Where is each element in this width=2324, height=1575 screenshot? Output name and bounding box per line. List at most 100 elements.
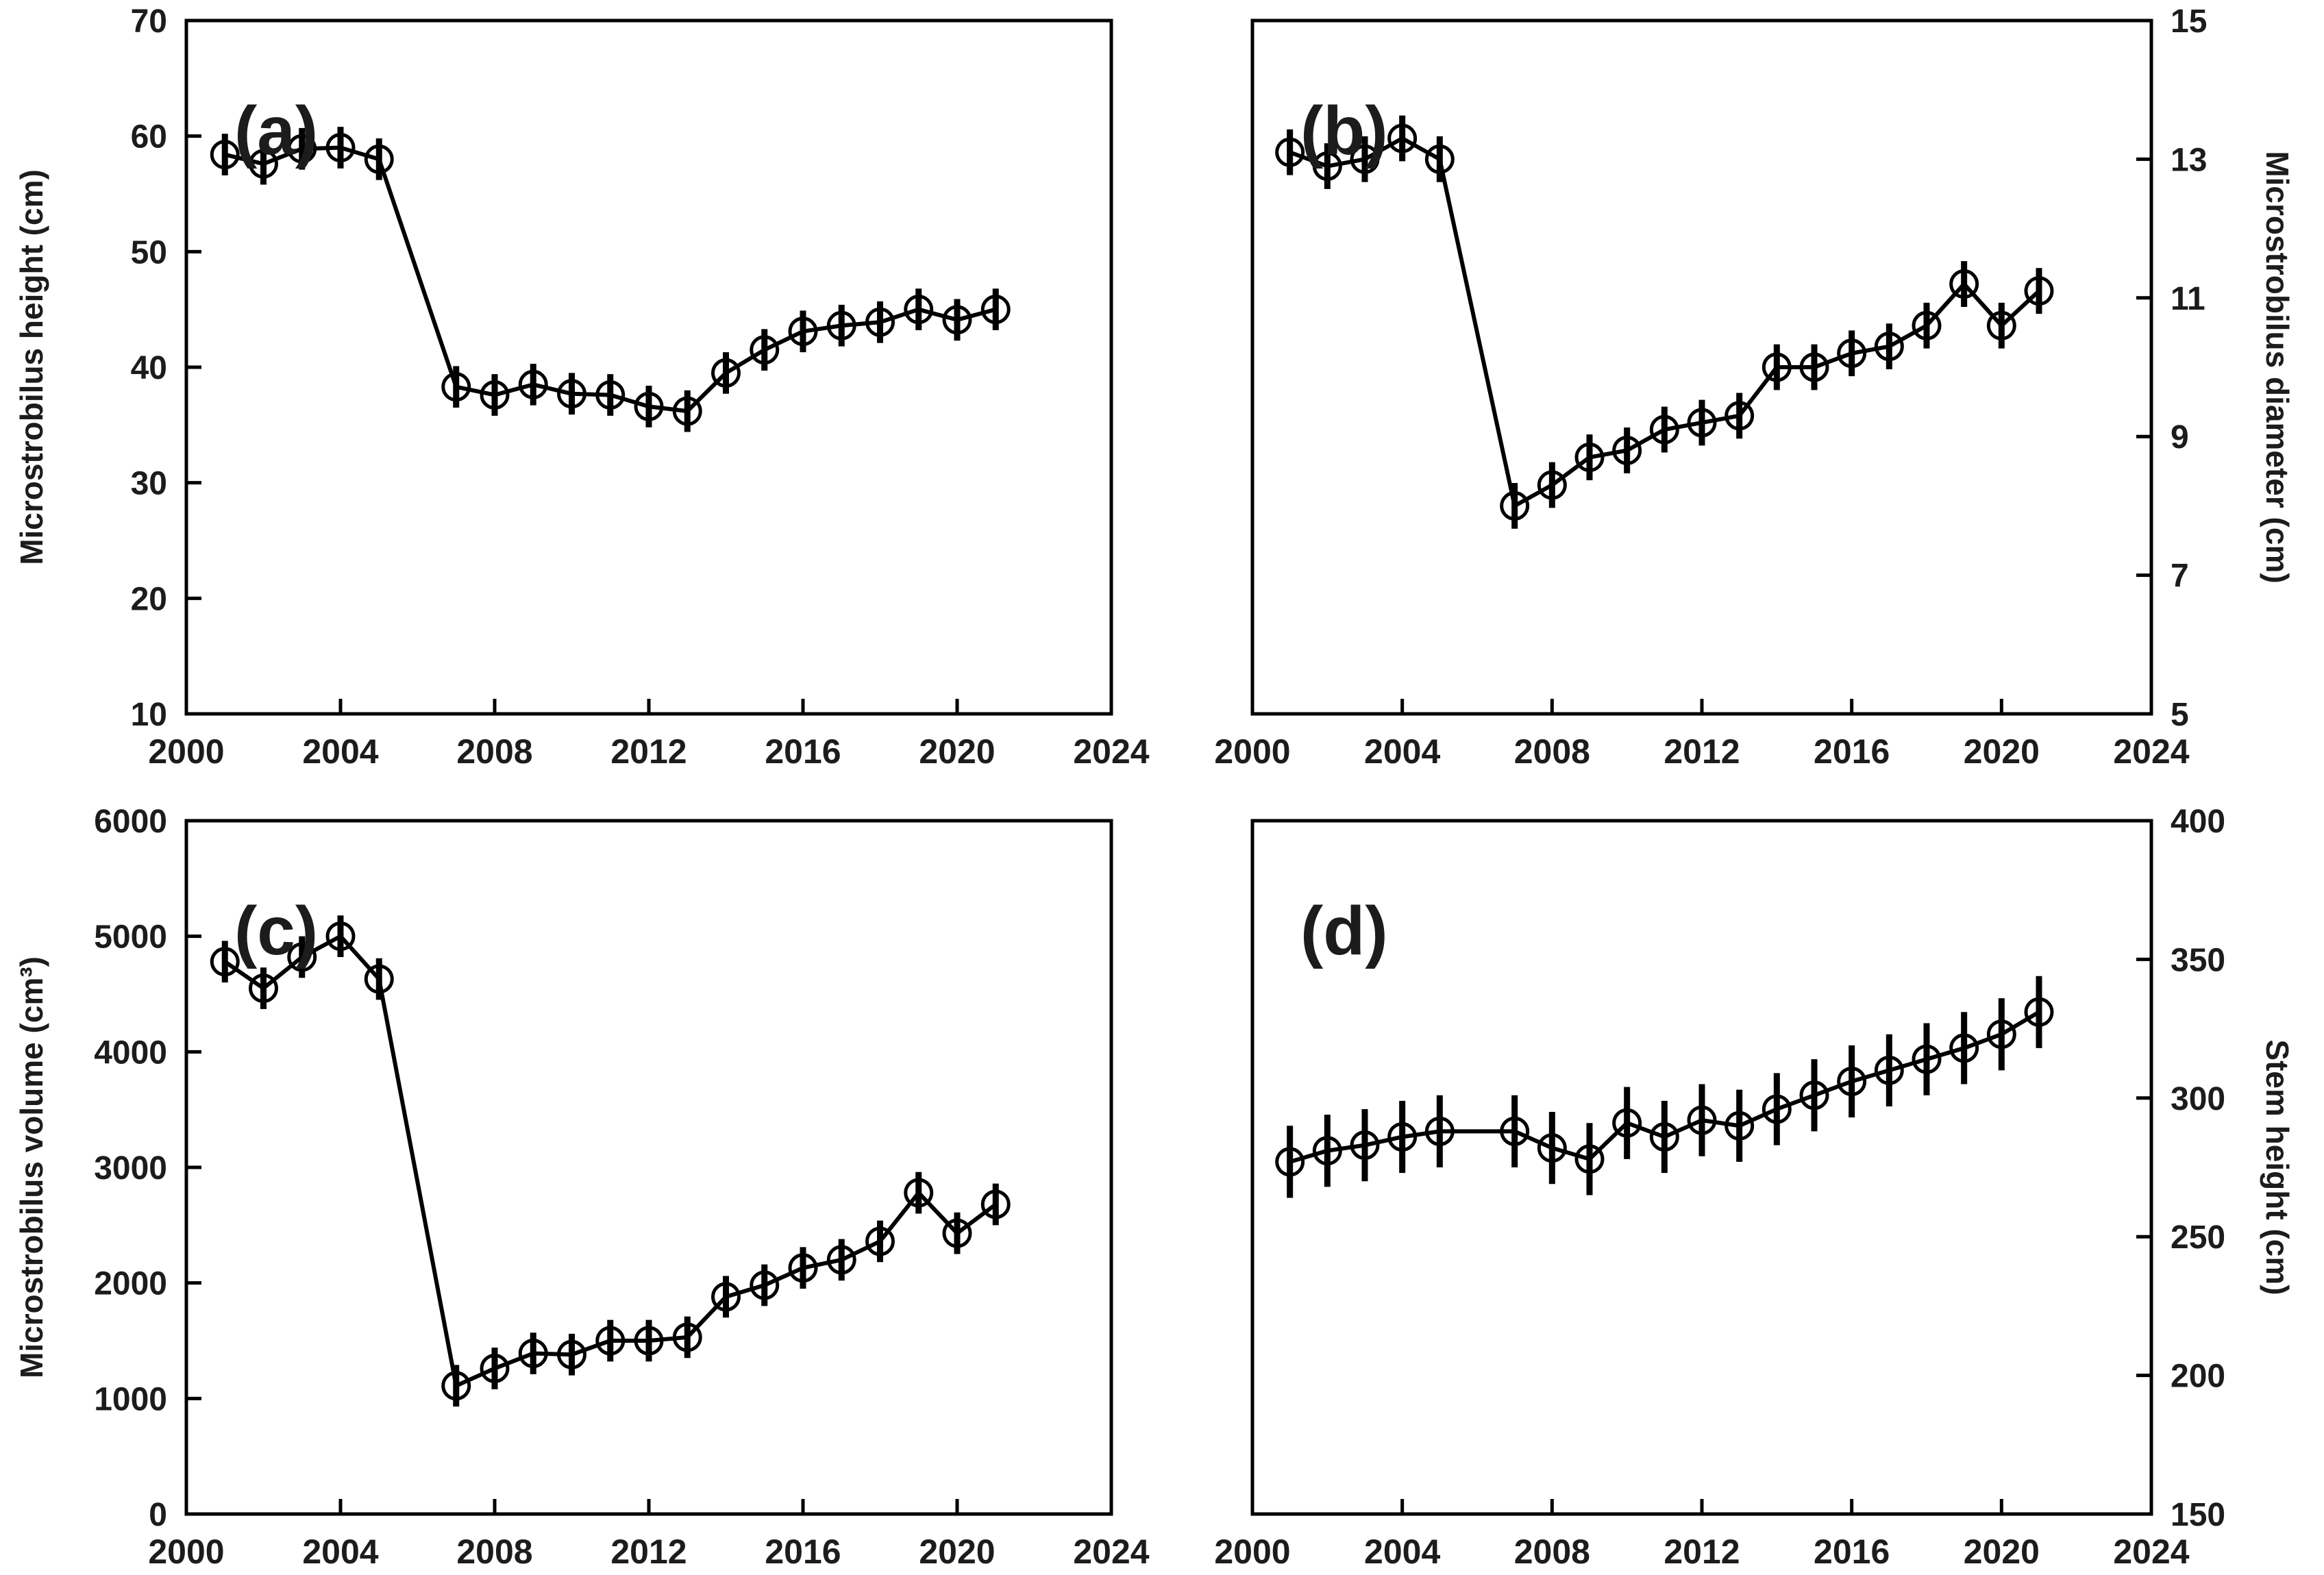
x-tick-label: 2004 [302,732,378,771]
data-point [441,372,471,402]
data-point [1612,435,1642,465]
y-tick-label: 200 [2171,1359,2225,1395]
data-point [904,295,934,325]
data-point [210,140,240,170]
data-point [595,380,626,410]
plot-border-b [1250,18,2153,716]
y-axis-title-b: Microstrobilus diameter (cm) [2260,151,2295,583]
plot-border-d [1250,819,2153,1516]
y-tick-label: 6000 [94,804,167,840]
series-line-a [223,145,998,414]
data-point [826,1245,856,1275]
plot-border-c [184,819,1113,1516]
x-tick-label: 2008 [456,732,532,771]
data-point [1312,151,1342,182]
data-point [1612,1108,1642,1138]
y-tick-label: 300 [2171,1081,2225,1117]
data-point [1837,338,1867,369]
data-point [2024,997,2054,1027]
data-point [1949,1033,1979,1063]
x-tick-label: 2012 [610,732,687,771]
y-tick-label: 30 [131,466,167,502]
data-point [980,295,1011,325]
data-point [1275,1147,1305,1177]
data-point [980,1189,1011,1219]
panel-letter-c: (c) [234,893,318,969]
data-point [1350,144,1380,174]
x-tick-label: 2004 [302,1533,378,1571]
y-tick-label: 350 [2171,942,2225,978]
x-tick-label: 2024 [2113,1533,2189,1571]
x-tick-label: 2008 [1514,1533,1590,1571]
data-point [518,369,548,399]
data-point [711,358,741,388]
data-point [325,921,356,952]
data-point [1837,1067,1867,1097]
y-tick-label: 40 [131,350,167,386]
data-point [1350,1130,1380,1161]
y-axis-title-c: Microstrobilus volume (cm³) [14,956,49,1378]
data-point [711,1282,741,1312]
x-tick-label: 2012 [1664,732,1740,771]
data-point [1312,1136,1342,1166]
data-point [364,144,394,174]
y-tick-label: 250 [2171,1219,2225,1256]
data-point [1986,310,2016,340]
x-tick-label: 2020 [919,732,995,771]
y-tick-label: 70 [131,3,167,40]
data-point [1574,443,1605,473]
data-point [249,149,278,179]
x-tick-label: 2020 [1964,1533,2040,1571]
y-tick-label: 150 [2171,1497,2225,1533]
y-axis-title-a: Microstrobilus height (cm) [14,169,49,565]
y-tick-label: 4000 [94,1034,167,1071]
y-tick-label: 15 [2171,3,2207,40]
data-point [788,1253,818,1283]
data-point [634,391,664,421]
data-point [904,1178,934,1208]
data-point [364,964,394,994]
x-tick-label: 2016 [765,1533,841,1571]
data-point [865,1226,895,1256]
data-point [865,307,895,337]
data-point [595,1326,626,1356]
data-point [1986,1019,2016,1050]
series-line-d [1287,1010,2041,1164]
x-tick-label: 2016 [1814,732,1890,771]
x-tick-label: 2020 [919,1533,995,1571]
x-tick-label: 2008 [1514,732,1590,771]
data-point [1912,1044,1942,1074]
data-point [1725,1111,1755,1141]
data-point [1537,1133,1567,1163]
data-point [1949,269,1979,299]
x-tick-label: 2000 [148,1533,224,1571]
series-line-c [223,934,998,1388]
y-axis-title-d: Stem height (cm) [2260,1039,2295,1295]
data-point [1874,1055,1904,1085]
y-tick-label: 13 [2171,142,2207,178]
data-point [1761,352,1792,382]
y-tick-label: 0 [149,1497,167,1533]
x-tick-label: 2024 [1073,1533,1149,1571]
data-point [1537,470,1567,500]
x-tick-label: 2012 [1664,1533,1740,1571]
data-point [826,310,856,340]
data-point [1649,414,1679,445]
data-point [1874,332,1904,362]
panel-a: 2000 2004 2008 2012 2016 2020 2024 10 20 30 40 50 60… [14,3,1150,771]
data-point [441,1371,471,1401]
panel-letter-d: (d) [1300,893,1388,969]
data-point [210,947,240,977]
data-point [942,305,972,335]
panel-letter-b: (b) [1300,92,1388,169]
data-point [287,134,317,164]
x-tick-label: 2004 [1364,732,1440,771]
y-tick-label: 5000 [94,919,167,956]
data-point [1574,1144,1605,1174]
data-point [1424,144,1455,174]
data-point [1500,1116,1530,1146]
